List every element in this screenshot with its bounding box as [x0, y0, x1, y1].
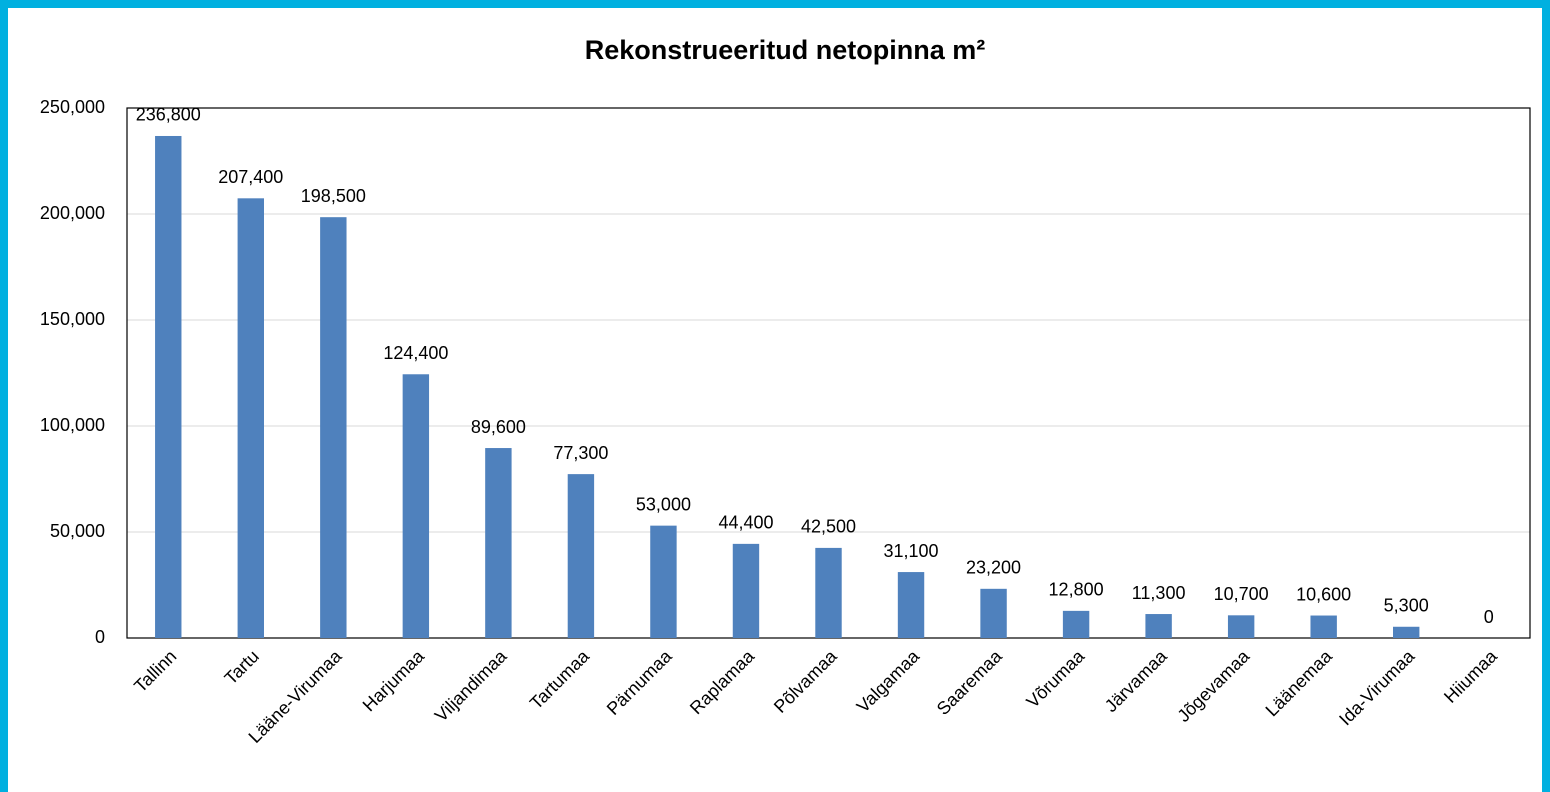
value-label: 44,400: [718, 513, 773, 533]
x-tick-label: Tallinn: [130, 646, 180, 696]
value-label: 124,400: [383, 343, 448, 363]
y-tick-label: 50,000: [50, 521, 105, 541]
x-tick-label: Hiiumaa: [1440, 645, 1502, 707]
value-label: 207,400: [218, 167, 283, 187]
x-tick-label: Jõgevamaa: [1173, 645, 1254, 726]
y-tick-label: 200,000: [40, 203, 105, 223]
bar: [815, 547, 842, 638]
value-label: 11,300: [1132, 583, 1186, 603]
bar: [155, 135, 182, 638]
x-tick-label: Saaremaa: [933, 645, 1007, 719]
bar: [320, 217, 347, 638]
bar: [1062, 610, 1090, 638]
bar: [485, 448, 512, 638]
x-tick-label: Põlvamaa: [770, 645, 841, 716]
bar: [897, 572, 925, 638]
bar: [567, 474, 595, 638]
y-tick-label: 250,000: [40, 97, 105, 117]
bar: [402, 374, 430, 638]
x-tick-label: Viljandimaa: [431, 645, 511, 725]
bar: [650, 525, 677, 638]
value-label: 198,500: [301, 186, 366, 206]
value-label: 89,600: [471, 417, 526, 437]
bar: [1227, 615, 1255, 638]
value-label: 12,800: [1049, 580, 1104, 600]
y-tick-label: 0: [95, 627, 105, 647]
value-label: 53,000: [636, 494, 691, 514]
x-tick-label: Tartu: [221, 646, 263, 688]
value-label: 23,200: [966, 558, 1021, 578]
value-label: 0: [1484, 607, 1494, 627]
bar: [1310, 615, 1337, 638]
y-tick-label: 100,000: [40, 415, 105, 435]
x-tick-label: Pärnumaa: [603, 645, 677, 719]
value-label: 77,300: [553, 443, 608, 463]
bar: [1145, 614, 1172, 638]
value-label: 42,500: [801, 517, 856, 537]
bar: [732, 543, 760, 638]
x-tick-label: Järvamaa: [1101, 645, 1172, 716]
x-tick-label: Valgamaa: [853, 645, 924, 716]
x-tick-label: Ida-Virumaa: [1335, 645, 1419, 729]
value-label: 31,100: [883, 541, 938, 561]
chart-title: Rekonstrueeritud netopinna m²: [585, 35, 986, 65]
x-tick-label: Võrumaa: [1022, 645, 1088, 711]
x-tick-label: Harjumaa: [359, 645, 429, 715]
x-tick-label: Läänemaa: [1262, 645, 1337, 720]
value-label: 5,300: [1384, 596, 1429, 616]
bar: [237, 198, 264, 638]
x-tick-label: Tartumaa: [526, 645, 594, 713]
value-label: 236,800: [136, 105, 201, 125]
value-label: 10,700: [1214, 584, 1269, 604]
bar: [1393, 626, 1420, 638]
x-tick-label: Raplamaa: [686, 645, 759, 718]
value-label: 10,600: [1296, 584, 1351, 604]
bar: [980, 588, 1007, 638]
y-tick-label: 150,000: [40, 309, 105, 329]
